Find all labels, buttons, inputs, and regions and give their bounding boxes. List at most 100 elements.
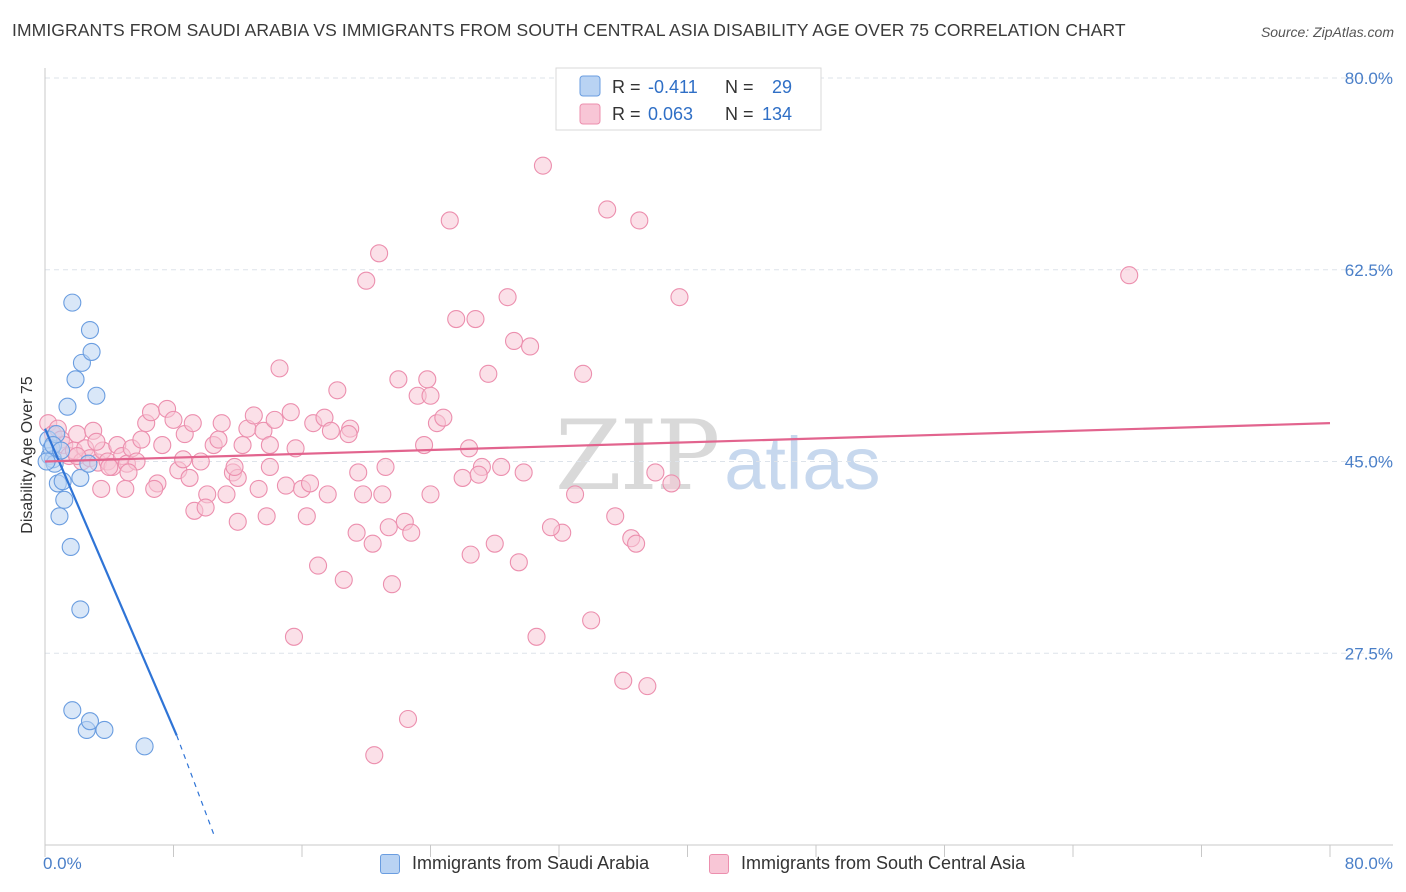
sca-point-83 [479, 364, 498, 383]
trend-lines [43, 422, 1331, 835]
saudi-trend-extension [176, 735, 215, 835]
saudi-point-18 [80, 320, 100, 340]
x-tick-labels: 0.0% 80.0% [43, 854, 1393, 873]
sca-point-54 [297, 507, 316, 526]
sca-point-81 [466, 310, 485, 329]
sca-point-79 [453, 468, 472, 487]
saudi-point-17 [79, 454, 98, 473]
sca-point-39 [217, 485, 236, 504]
sca-point-114 [461, 545, 480, 564]
sca-point-71 [402, 523, 421, 542]
sca-point-123 [339, 425, 358, 444]
saudi-point-7 [50, 507, 69, 526]
sca-point-133 [87, 432, 106, 451]
sca-point-97 [606, 507, 625, 526]
sca-point-118 [145, 479, 164, 498]
sca-point-117 [116, 479, 135, 498]
sca-point-120 [225, 457, 244, 477]
y-tick-labels: 27.5% 45.0% 62.5% 80.0% [1345, 69, 1393, 663]
sca-point-129 [627, 534, 646, 553]
sca-point-47 [260, 436, 279, 455]
bottom-legend-label-sca: Immigrants from South Central Asia [741, 853, 1026, 873]
sca-point-98 [614, 671, 633, 690]
legend-r-value-1: -0.411 [648, 77, 698, 97]
sca-point-52 [286, 439, 305, 458]
south-central-asia-points [39, 156, 1139, 765]
sca-point-119 [183, 414, 202, 433]
sca-point-103 [662, 474, 681, 493]
y-tick-label-1: 45.0% [1345, 453, 1393, 472]
saudi-trend-line [43, 428, 178, 736]
sca-point-131 [100, 457, 119, 477]
legend-r-value-2: 0.063 [648, 104, 693, 124]
sca-point-50 [276, 476, 295, 495]
sca-point-100 [630, 211, 649, 230]
sca-point-95 [574, 364, 593, 383]
sca-point-62 [347, 523, 366, 542]
sca-point-121 [257, 507, 276, 526]
sca-trend-line [44, 422, 1331, 463]
sca-point-29 [164, 410, 183, 429]
sca-point-104 [670, 288, 689, 307]
saudi-point-19 [82, 342, 101, 361]
saudi-point-9 [55, 490, 74, 509]
sca-point-27 [153, 436, 172, 455]
saudi-point-16 [71, 468, 90, 487]
sca-point-76 [434, 408, 453, 427]
sca-point-45 [249, 479, 268, 498]
saudi-point-11 [61, 537, 80, 557]
grid-lines [45, 77, 1393, 654]
sca-point-48 [265, 410, 284, 429]
sca-point-34 [191, 452, 210, 471]
legend-n-label-1: N = [725, 77, 754, 97]
sca-point-127 [541, 518, 561, 537]
sca-point-105 [421, 485, 440, 504]
sca-point-51 [281, 403, 300, 422]
sca-point-111 [365, 746, 384, 765]
watermark-atlas: atlas [724, 422, 881, 505]
saudi-point-12 [63, 293, 82, 312]
sca-point-128 [566, 485, 585, 504]
sca-point-59 [328, 381, 347, 400]
stats-legend-swatch-blue [579, 75, 601, 97]
sca-point-124 [379, 518, 398, 537]
sca-point-68 [382, 575, 402, 594]
sca-point-64 [357, 271, 376, 290]
sca-point-49 [270, 359, 289, 378]
sca-point-65 [363, 534, 382, 553]
sca-point-110 [284, 627, 304, 646]
sca-point-74 [421, 386, 440, 405]
axes [44, 68, 1393, 857]
sca-point-101 [638, 677, 657, 696]
legend-r-label-2: R = [612, 104, 641, 124]
sca-point-112 [373, 485, 392, 504]
sca-point-88 [509, 553, 528, 572]
sca-point-77 [440, 211, 459, 230]
bottom-legend-item-sca: Immigrants from South Central Asia [709, 853, 1025, 874]
sca-point-126 [469, 465, 488, 484]
sca-point-41 [228, 512, 247, 531]
sca-point-85 [492, 457, 511, 477]
sca-point-69 [389, 370, 408, 389]
saudi-point-20 [87, 386, 106, 405]
sca-point-21 [132, 430, 151, 449]
bottom-legend-swatch-blue [380, 853, 400, 874]
bottom-legend-swatch-pink [709, 853, 729, 874]
sca-point-31 [174, 450, 193, 469]
y-tick-label-2: 62.5% [1345, 261, 1393, 280]
sca-point-91 [527, 627, 546, 646]
sca-point-32 [180, 468, 199, 487]
saudi-point-25 [135, 737, 154, 756]
legend-n-label-2: N = [725, 104, 754, 124]
sca-point-94 [582, 611, 601, 630]
sca-point-24 [92, 479, 111, 498]
sca-point-106 [300, 474, 320, 493]
chart-title: IMMIGRANTS FROM SAUDI ARABIA VS IMMIGRAN… [12, 20, 1126, 40]
sca-point-96 [598, 200, 617, 219]
saudi-point-10 [58, 397, 77, 416]
source-credit: Source: ZipAtlas.com [1260, 24, 1394, 40]
saudi-point-21 [63, 701, 82, 720]
sca-point-130 [1120, 266, 1139, 285]
sca-point-90 [521, 337, 540, 356]
